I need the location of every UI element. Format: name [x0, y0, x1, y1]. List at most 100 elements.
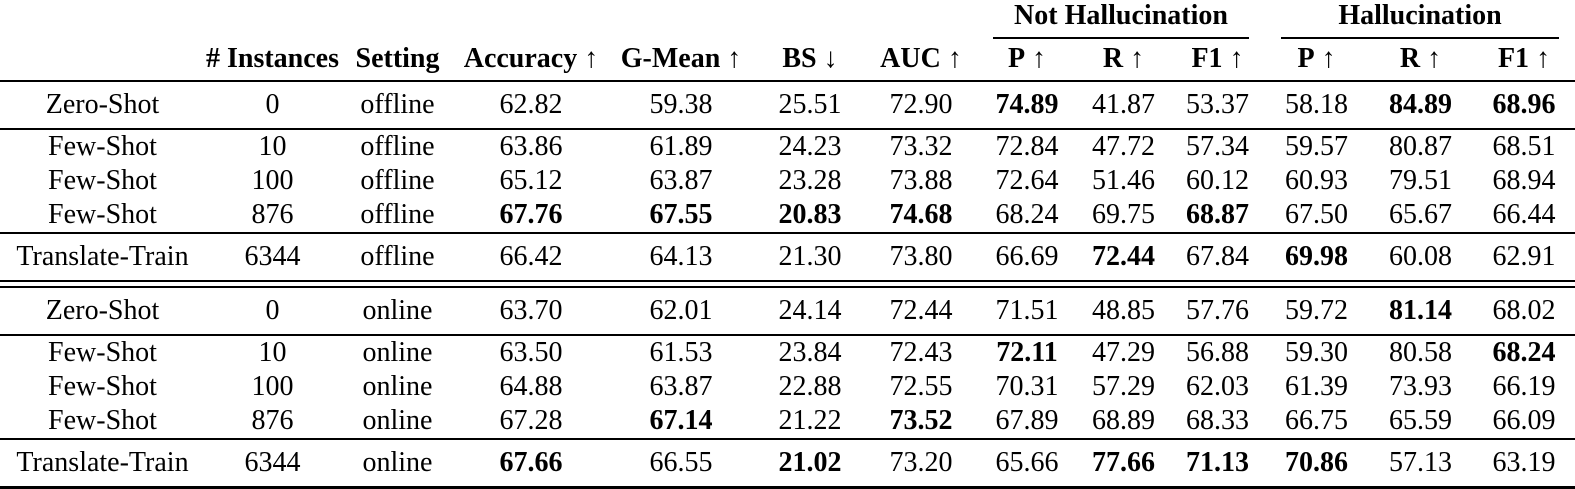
value-cell: 0 — [205, 287, 340, 336]
value-cell: 59.72 — [1265, 287, 1369, 336]
row-label-cell: Translate-Train — [0, 233, 205, 282]
table-row: Few-Shot 10 offline 63.86 61.89 24.23 73.32 72.… — [0, 129, 1575, 164]
table-row: Few-Shot 876 offline 67.76 67.55 20.83 74.68 68… — [0, 198, 1575, 234]
value-cell: 65.66 — [977, 439, 1077, 489]
value-cell: 67.84 — [1170, 233, 1266, 282]
value-cell: 47.72 — [1092, 131, 1155, 162]
value-cell: 61.89 — [649, 131, 713, 162]
table-row: Translate-Train 6344 offline 66.42 64.13 21.3… — [0, 233, 1575, 282]
column-header: R ↑ — [1077, 39, 1170, 82]
value-cell: 48.85 — [1077, 287, 1170, 336]
value-cell: 47.29 — [1092, 337, 1155, 368]
value-cell: 23.28 — [778, 165, 842, 196]
value-cell: 0 — [205, 81, 340, 130]
column-header-label: AUC — [880, 42, 941, 74]
value-cell: 61.53 — [649, 337, 713, 368]
row-label-cell: Few-Shot — [48, 131, 157, 162]
arrow-up-icon: ↑ — [720, 42, 742, 74]
value-cell: 65.12 — [499, 165, 563, 196]
value-cell: 65.67 — [1368, 198, 1474, 234]
column-header: P ↑ — [977, 39, 1077, 82]
group-label-hallucination: Hallucination — [1281, 0, 1560, 39]
value-cell: 71.51 — [977, 287, 1077, 336]
value-cell: 60.93 — [1285, 165, 1349, 196]
value-cell: 69.98 — [1265, 233, 1369, 282]
value-cell: offline — [340, 198, 455, 234]
value-cell: 72.44 — [865, 287, 977, 336]
table-row: Few-Shot 100 offline 65.12 63.87 23.28 73.88 72… — [0, 164, 1575, 198]
group-header-row: Not Hallucination Hallucination — [0, 0, 1575, 39]
column-header: Setting — [340, 39, 455, 82]
value-cell: 68.24 — [1492, 337, 1556, 368]
table-row: Few-Shot 100 online 64.88 63.87 22.88 72.55 70.… — [0, 370, 1575, 404]
column-header: F1 ↑ — [1170, 39, 1266, 82]
row-label-cell: Translate-Train — [0, 439, 205, 489]
column-header-label: Setting — [355, 42, 440, 74]
value-cell: 21.30 — [755, 233, 865, 282]
value-cell: 58.18 — [1265, 81, 1369, 130]
arrow-up-icon: ↑ — [1123, 42, 1145, 74]
value-cell: online — [362, 337, 433, 368]
value-cell: 6344 — [205, 233, 340, 282]
value-cell: 59.57 — [1285, 131, 1349, 162]
value-cell: 70.31 — [995, 371, 1059, 402]
group-header-hallucination: Hallucination — [1265, 0, 1575, 39]
value-cell: 68.02 — [1473, 287, 1575, 336]
row-label-cell: Few-Shot — [0, 404, 205, 440]
value-cell: 73.32 — [889, 131, 953, 162]
value-cell: 63.50 — [499, 337, 563, 368]
column-header-label: G-Mean — [620, 42, 721, 74]
value-cell: 22.88 — [778, 371, 842, 402]
value-cell: 67.66 — [455, 439, 607, 489]
group-header-blank — [0, 0, 977, 39]
value-cell: 53.37 — [1170, 81, 1266, 130]
column-header: P ↑ — [1265, 39, 1369, 82]
value-cell: 57.29 — [1092, 371, 1155, 402]
value-cell: 57.76 — [1170, 287, 1266, 336]
value-cell: 70.86 — [1265, 439, 1369, 489]
arrow-down-icon: ↓ — [816, 42, 838, 74]
value-cell: 67.14 — [607, 404, 755, 440]
value-cell: 84.89 — [1368, 81, 1474, 130]
value-cell: 60.12 — [1186, 165, 1249, 196]
value-cell: 68.94 — [1492, 165, 1556, 196]
arrow-up-icon: ↑ — [1529, 42, 1551, 74]
value-cell: 63.70 — [455, 287, 607, 336]
value-cell: 59.38 — [607, 81, 755, 130]
arrow-up-icon: ↑ — [1222, 42, 1244, 74]
column-header-label: R — [1102, 42, 1124, 74]
value-cell: 63.87 — [649, 371, 713, 402]
value-cell: 68.87 — [1170, 198, 1266, 234]
arrow-up-icon: ↑ — [1314, 42, 1336, 74]
table-body: Zero-Shot 0 offline 62.82 59.38 25.51 72.90 74.… — [0, 81, 1575, 489]
row-label-cell: Zero-Shot — [0, 81, 205, 130]
value-cell: 80.58 — [1389, 337, 1453, 368]
table-row: Zero-Shot 0 offline 62.82 59.38 25.51 72.90 74.… — [0, 81, 1575, 130]
value-cell: offline — [340, 233, 455, 282]
value-cell: 79.51 — [1389, 165, 1453, 196]
value-cell: 72.64 — [995, 165, 1059, 196]
value-cell: 51.46 — [1092, 165, 1155, 196]
value-cell: offline — [360, 131, 435, 162]
value-cell: 68.33 — [1170, 404, 1266, 440]
arrow-up-icon: ↑ — [1420, 42, 1442, 74]
value-cell: 74.89 — [977, 81, 1077, 130]
value-cell: 69.75 — [1077, 198, 1170, 234]
value-cell: 67.76 — [455, 198, 607, 234]
value-cell: 65.59 — [1368, 404, 1474, 440]
value-cell: 62.01 — [607, 287, 755, 336]
value-cell: 72.43 — [889, 337, 953, 368]
column-header: R ↑ — [1368, 39, 1474, 82]
column-header: AUC ↑ — [865, 39, 977, 82]
value-cell: 56.88 — [1186, 337, 1249, 368]
value-cell: 72.44 — [1077, 233, 1170, 282]
value-cell: 66.69 — [977, 233, 1077, 282]
value-cell: offline — [360, 165, 435, 196]
column-header: BS ↓ — [755, 39, 865, 82]
value-cell: 73.20 — [865, 439, 977, 489]
table-row: Translate-Train 6344 online 67.66 66.55 21.02… — [0, 439, 1575, 489]
value-cell: 72.90 — [865, 81, 977, 130]
value-cell: 25.51 — [755, 81, 865, 130]
arrow-up-icon: ↑ — [1025, 42, 1047, 74]
column-header-label: F1 — [1191, 42, 1223, 74]
